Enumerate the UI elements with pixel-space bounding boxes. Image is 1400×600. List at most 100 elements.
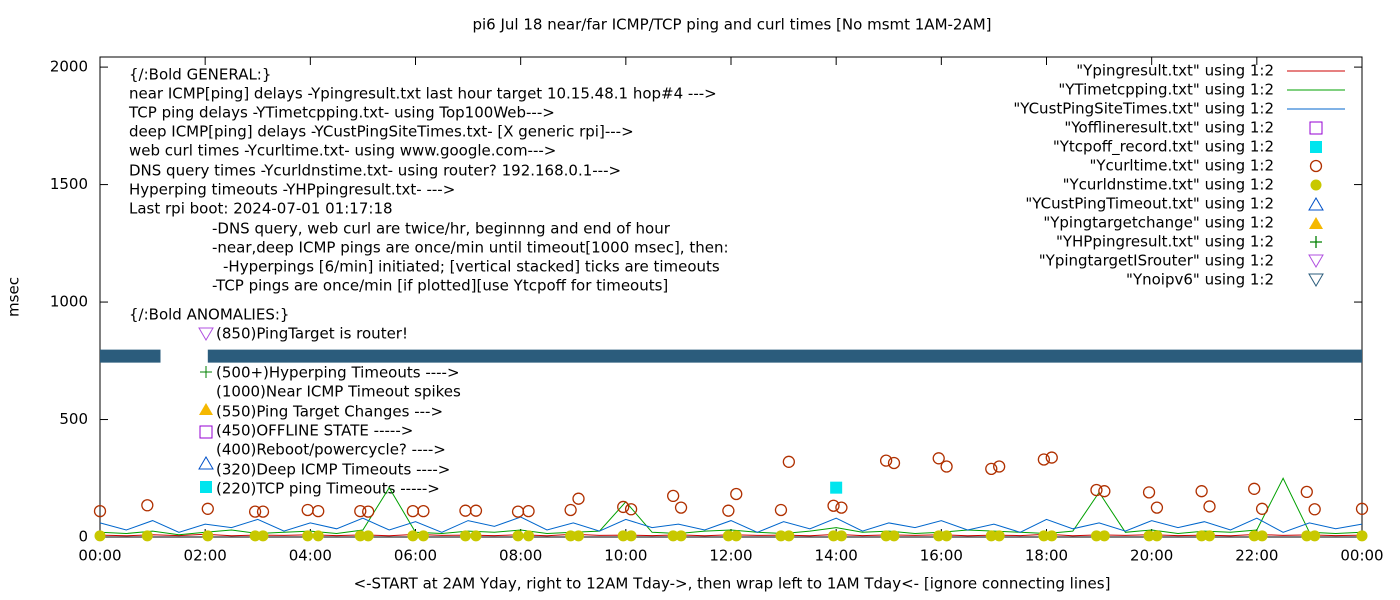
marker: [302, 530, 314, 542]
x-tick-label: 16:00: [920, 547, 963, 565]
annotation: (450)OFFLINE STATE ----->: [216, 422, 413, 440]
marker: [1151, 530, 1163, 542]
legend-swatch: [1309, 217, 1323, 229]
marker: [985, 462, 998, 476]
marker: [93, 505, 107, 518]
marker: [1308, 503, 1321, 516]
annotation: DNS query times -Ycurldnstime.txt- using…: [129, 162, 621, 180]
marker: [625, 530, 637, 542]
annotation: -Hyperpings [6/min] initiated; [vertical…: [223, 258, 720, 276]
marker: [667, 489, 680, 503]
marker: [1090, 483, 1103, 497]
legend-swatch: [1310, 236, 1322, 248]
legend-label: "Ynoipv6" using 1:2: [1126, 271, 1274, 289]
marker: [1195, 485, 1208, 498]
annotation: web curl times -Ycurltime.txt- using www…: [129, 142, 556, 160]
marker: [1356, 530, 1368, 542]
marker: [1255, 502, 1269, 515]
x-tick-label: 06:00: [394, 547, 437, 565]
marker: [572, 492, 585, 505]
legend-swatch: [1309, 121, 1323, 135]
marker: [417, 505, 430, 518]
marker: [774, 503, 788, 517]
marker: [1301, 530, 1313, 542]
annotation: (550)Ping Target Changes --->: [216, 403, 443, 421]
icon: [200, 366, 212, 378]
marker: [722, 530, 734, 542]
legend-label: "YCustPingTimeout.txt" using 1:2: [1025, 195, 1274, 213]
marker: [1300, 485, 1313, 499]
annotation: -TCP pings are once/min [if plotted][use…: [212, 277, 668, 295]
marker: [1045, 451, 1058, 464]
marker: [993, 460, 1006, 473]
annotation: {/:Bold ANOMALIES:}: [129, 306, 289, 324]
marker: [783, 530, 795, 542]
legend-label: "YHPpingresult.txt" using 1:2: [1056, 233, 1274, 251]
marker: [932, 452, 945, 465]
marker: [879, 454, 893, 467]
y-tick-label: 0: [78, 528, 88, 546]
marker: [835, 501, 848, 514]
marker: [1143, 530, 1155, 542]
annotation: Last rpi boot: 2024-07-01 01:17:18: [129, 200, 393, 218]
marker: [827, 499, 840, 512]
marker: [993, 530, 1005, 542]
y-tick-label: 2000: [50, 58, 88, 76]
y-tick-label: 1000: [50, 293, 88, 311]
marker: [522, 505, 535, 518]
marker: [880, 530, 892, 542]
marker: [257, 530, 269, 542]
marker: [624, 503, 638, 516]
marker: [564, 503, 577, 517]
marker: [667, 530, 679, 542]
legend-swatch: [1308, 197, 1324, 211]
marker: [354, 530, 366, 542]
marker: [312, 530, 324, 542]
legend-swatch: [1310, 179, 1322, 191]
marker: [1150, 501, 1164, 514]
icon: [198, 456, 214, 470]
legend-swatch: [1308, 254, 1324, 268]
x-tick-label: 12:00: [709, 547, 752, 565]
legend-label: "Ycurltime.txt" using 1:2: [1089, 157, 1274, 175]
marker: [1355, 502, 1369, 515]
marker: [828, 530, 840, 542]
x-tick-label: 14:00: [815, 547, 858, 565]
marker: [407, 530, 419, 542]
annotation: (400)Reboot/powercycle? ---->: [216, 441, 446, 459]
annotation: Hyperping timeouts -YHPpingresult.txt- -…: [129, 181, 455, 199]
marker: [249, 530, 261, 542]
x-tick-label: 08:00: [499, 547, 542, 565]
marker: [354, 505, 367, 518]
marker: [248, 505, 262, 518]
x-tick-label: 22:00: [1235, 547, 1278, 565]
marker: [417, 530, 429, 542]
annotation: TCP ping delays -YTimetcpping.txt- using…: [128, 104, 555, 122]
x-tick-label: 00:00: [1340, 547, 1383, 565]
legend-label: "Yofflineresult.txt" using 1:2: [1064, 119, 1274, 137]
annotation: (1000)Near ICMP Timeout spikes: [216, 383, 461, 401]
marker: [730, 530, 742, 542]
y-tick-label: 500: [59, 410, 88, 428]
annotation: deep ICMP[ping] delays -YCustPingSiteTim…: [129, 123, 634, 141]
marker: [512, 530, 524, 542]
marker: [941, 530, 953, 542]
annotation: -near,deep ICMP pings are once/min until…: [212, 239, 729, 257]
legend-swatch: [1310, 141, 1322, 153]
marker: [888, 530, 900, 542]
marker: [617, 500, 630, 514]
marker: [201, 502, 214, 515]
marker: [782, 455, 795, 468]
legend-label: "Ycurldnstime.txt" using 1:2: [1063, 176, 1274, 194]
annotation: {/:Bold GENERAL:}: [129, 66, 271, 84]
marker: [202, 530, 214, 542]
x-tick-label: 00:00: [78, 547, 121, 565]
marker: [940, 460, 953, 473]
marker: [256, 505, 270, 518]
marker: [1204, 530, 1216, 542]
x-tick-label: 18:00: [1025, 547, 1068, 565]
legend-swatch: [1309, 159, 1323, 173]
marker: [1038, 530, 1050, 542]
marker: [887, 456, 901, 470]
